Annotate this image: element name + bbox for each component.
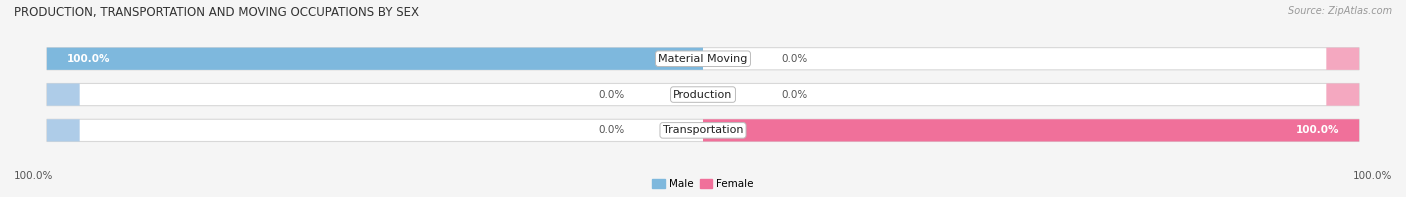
FancyBboxPatch shape	[46, 48, 703, 70]
Text: PRODUCTION, TRANSPORTATION AND MOVING OCCUPATIONS BY SEX: PRODUCTION, TRANSPORTATION AND MOVING OC…	[14, 6, 419, 19]
Text: Source: ZipAtlas.com: Source: ZipAtlas.com	[1288, 6, 1392, 16]
Text: 100.0%: 100.0%	[1296, 125, 1340, 135]
Text: 100.0%: 100.0%	[66, 54, 110, 64]
Text: 100.0%: 100.0%	[1353, 171, 1392, 181]
FancyBboxPatch shape	[46, 84, 80, 106]
FancyBboxPatch shape	[1326, 84, 1360, 106]
FancyBboxPatch shape	[46, 84, 1360, 106]
FancyBboxPatch shape	[46, 48, 1360, 70]
FancyBboxPatch shape	[46, 119, 80, 141]
Text: Transportation: Transportation	[662, 125, 744, 135]
Text: Production: Production	[673, 90, 733, 99]
Legend: Male, Female: Male, Female	[648, 175, 758, 193]
Text: 0.0%: 0.0%	[782, 90, 808, 99]
FancyBboxPatch shape	[46, 119, 1360, 141]
FancyBboxPatch shape	[703, 119, 1360, 141]
Text: 100.0%: 100.0%	[14, 171, 53, 181]
Text: 0.0%: 0.0%	[598, 125, 624, 135]
FancyBboxPatch shape	[1326, 48, 1360, 70]
Text: 0.0%: 0.0%	[598, 90, 624, 99]
Text: Material Moving: Material Moving	[658, 54, 748, 64]
Text: 0.0%: 0.0%	[782, 54, 808, 64]
